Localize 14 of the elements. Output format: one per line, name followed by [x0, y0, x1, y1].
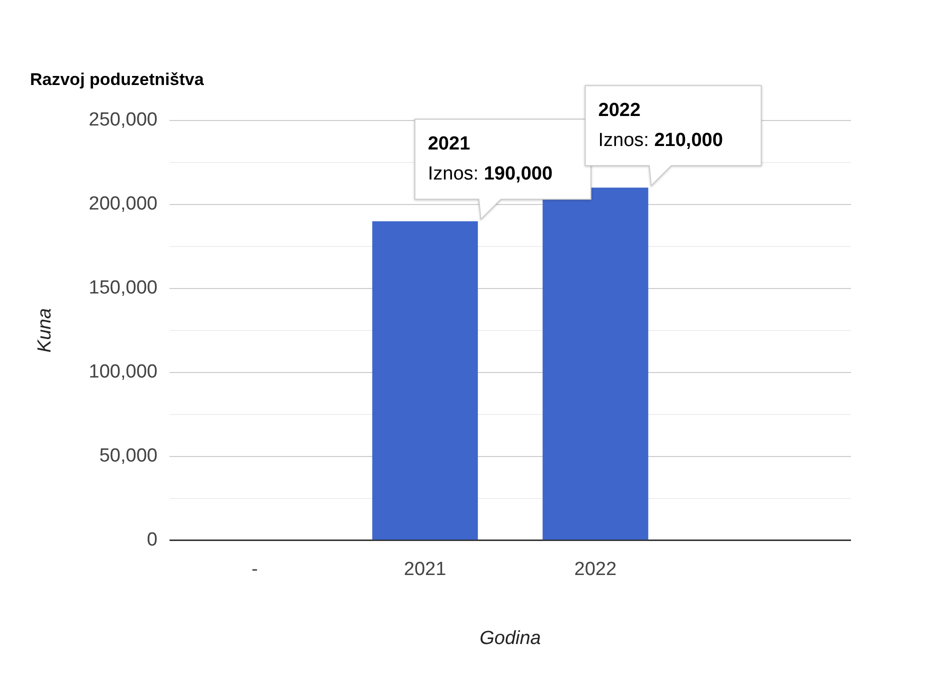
x-tick-label: -: [252, 559, 258, 580]
y-tick-label: 0: [146, 530, 158, 551]
y-axis-title: Kuna: [34, 308, 56, 353]
annotation: 2021 Iznos: 190,000: [428, 133, 553, 184]
x-tick-label: 2022: [574, 559, 617, 580]
chart-title: Razvoj poduzetništva: [30, 70, 204, 89]
x-tick-label: 2021: [404, 559, 446, 580]
y-tick-label: 50,000: [99, 446, 158, 467]
x-axis-title: Godina: [480, 628, 541, 649]
annotation: 2022 Iznos: 210,000: [598, 100, 723, 151]
y-tick-label: 250,000: [88, 110, 158, 131]
y-tick-label: 200,000: [88, 194, 158, 215]
y-tick-label: 100,000: [88, 362, 158, 383]
y-tick-label: 150,000: [88, 278, 158, 299]
